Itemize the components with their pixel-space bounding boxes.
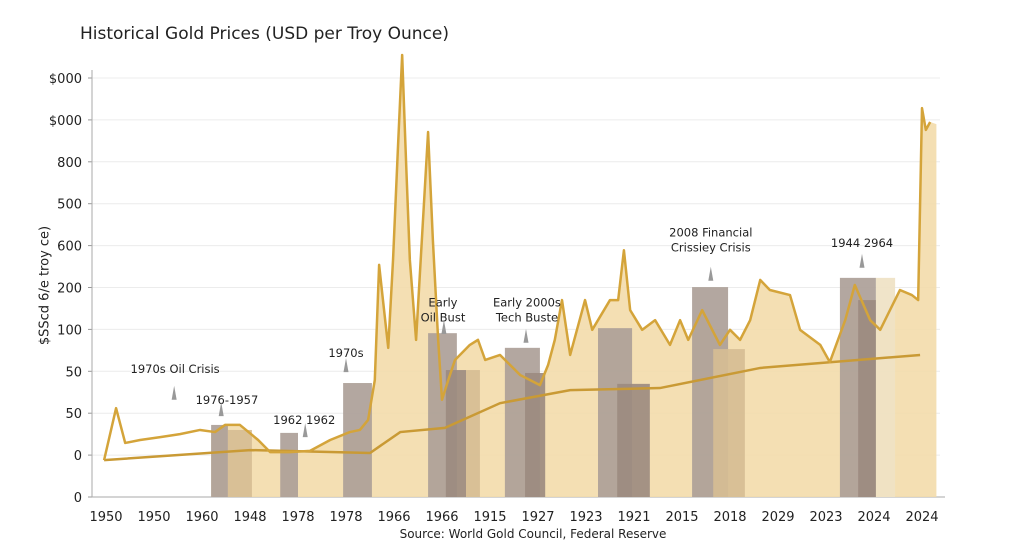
annotation: 1944 2964 — [831, 236, 893, 268]
bar — [858, 300, 876, 497]
y-tick-label: 800 — [57, 156, 82, 171]
x-tick-label: 2023 — [809, 510, 842, 525]
x-tick-label: 1966 — [377, 510, 410, 525]
y-tick-label: 100 — [57, 323, 82, 338]
x-tick-label: 1950 — [89, 510, 122, 525]
annotation-text: Early 2000s — [493, 296, 561, 310]
y-tick-label: $000 — [49, 72, 82, 87]
bar — [617, 383, 650, 497]
annotation: 1962 1962 — [273, 413, 335, 438]
annotation-arrow — [708, 266, 714, 281]
bar — [875, 277, 896, 497]
annotation-arrow — [523, 328, 529, 343]
annotation-text: 1962 1962 — [273, 413, 335, 427]
x-tick-label: 1921 — [617, 510, 650, 525]
bar — [343, 383, 372, 497]
annotation-arrow — [859, 253, 865, 268]
x-tick-label: 1978 — [281, 510, 314, 525]
y-tick-label: 0 — [74, 491, 82, 506]
annotation-arrow — [343, 358, 349, 373]
y-tick-label: 500 — [57, 198, 82, 213]
x-tick-label: 1966 — [425, 510, 458, 525]
y-tick-label: $000 — [49, 114, 82, 129]
annotation-text: 2008 Financial — [669, 226, 752, 240]
annotation-text: 1970s — [328, 346, 363, 360]
annotation-text: Tech Buste — [495, 311, 558, 325]
source-note: Source: World Gold Council, Federal Rese… — [399, 527, 667, 541]
annotation: 1976-1957 — [196, 393, 259, 417]
annotation-arrow — [441, 320, 447, 335]
annotation-arrow — [218, 402, 224, 417]
price-line — [102, 53, 932, 461]
annotation-text: Crissiey Crisis — [671, 241, 751, 255]
x-tick-label: 2018 — [713, 510, 746, 525]
price-area-fill — [211, 54, 937, 497]
y-tick-label: 600 — [57, 240, 82, 255]
x-tick-label: 2029 — [761, 510, 794, 525]
bar — [227, 429, 252, 497]
x-tick-label: 1915 — [473, 510, 506, 525]
annotation-text: 1944 2964 — [831, 236, 893, 250]
x-tick-label: 1927 — [521, 510, 554, 525]
y-tick-label: 200 — [57, 282, 82, 297]
annotation-text: Early — [428, 296, 457, 310]
bar — [280, 432, 298, 497]
bar — [211, 424, 228, 497]
annotation-text: 1970s Oil Crisis — [131, 362, 220, 376]
bar — [445, 370, 466, 497]
annotation-text: 1976-1957 — [196, 393, 259, 407]
annotation-text: Oil Bust — [421, 311, 466, 325]
y-tick-label: 0 — [74, 449, 82, 464]
bar — [525, 372, 546, 497]
y-tick-label: 50 — [65, 407, 82, 422]
x-tick-label: 2024 — [905, 510, 938, 525]
bar — [466, 370, 480, 497]
x-tick-label: 1923 — [569, 510, 602, 525]
y-tick-label: 50 — [65, 365, 82, 380]
x-tick-label: 2024 — [857, 510, 890, 525]
annotation-arrow — [302, 423, 308, 438]
x-tick-label: 2015 — [665, 510, 698, 525]
chart-title: Historical Gold Prices (USD per Troy Oun… — [80, 24, 449, 44]
annotation-arrow — [171, 385, 177, 400]
annotation: 1970s — [328, 346, 364, 373]
x-tick-label: 1978 — [329, 510, 362, 525]
x-tick-label: 1950 — [137, 510, 170, 525]
x-tick-label: 1960 — [185, 510, 218, 525]
x-tick-label: 1948 — [233, 510, 266, 525]
annotation: 1970s Oil Crisis — [131, 362, 220, 400]
